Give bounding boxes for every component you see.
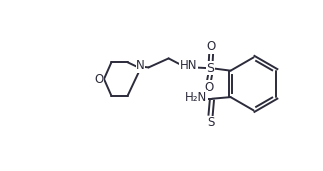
Text: HN: HN	[180, 59, 197, 72]
Text: S: S	[207, 62, 214, 75]
Text: O: O	[94, 73, 103, 86]
Text: O: O	[207, 40, 216, 53]
Text: N: N	[136, 59, 145, 72]
Text: O: O	[204, 81, 214, 94]
Text: S: S	[207, 116, 214, 129]
Text: H₂N: H₂N	[185, 91, 207, 104]
